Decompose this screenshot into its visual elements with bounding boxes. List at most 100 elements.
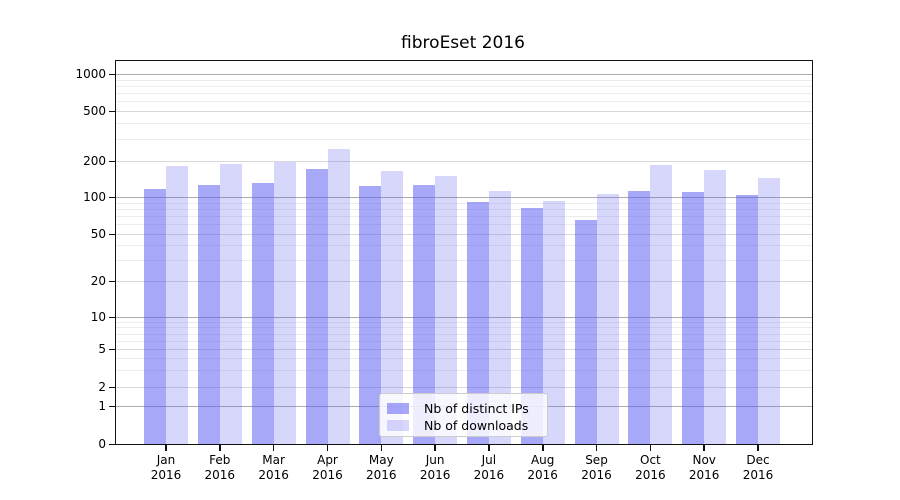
x-tick-mark-nov-2016	[703, 444, 705, 451]
gridline-9	[116, 321, 812, 323]
gridline-3	[116, 370, 812, 372]
x-tick-label-aug-2016: Aug 2016	[527, 453, 558, 482]
gridline-1000	[116, 74, 812, 75]
bar-nb-of-downloads-aug-2016	[542, 200, 565, 444]
gridline-8	[116, 327, 812, 329]
bar-nb-of-distinct-ips-mar-2016	[251, 183, 274, 444]
bar-nb-of-distinct-ips-nov-2016	[682, 191, 705, 444]
legend-swatch-distinct-ips	[387, 402, 409, 414]
y-tick-mark-500	[109, 110, 115, 112]
legend-label-downloads: Nb of downloads	[424, 417, 529, 433]
legend-item-distinct-ips: Nb of distinct IPs	[387, 400, 538, 416]
bar-nb-of-downloads-sep-2016	[596, 194, 619, 444]
y-tick-label-1000: 1000	[75, 67, 106, 81]
x-tick-mark-mar-2016	[272, 444, 275, 451]
gridline-50	[116, 234, 812, 235]
gridline-4	[116, 358, 812, 360]
bar-nb-of-distinct-ips-oct-2016	[628, 191, 651, 444]
gridline-40	[116, 245, 812, 247]
gridline-90	[116, 202, 812, 204]
legend-item-downloads: Nb of downloads	[387, 417, 538, 433]
x-tick-label-feb-2016: Feb 2016	[204, 453, 236, 482]
y-tick-label-2: 2	[98, 380, 106, 394]
y-tick-mark-200	[109, 160, 115, 162]
gridline-100	[116, 197, 812, 198]
bar-nb-of-downloads-jun-2016	[435, 175, 458, 444]
bar-nb-of-downloads-nov-2016	[704, 170, 727, 444]
x-tick-mark-apr-2016	[326, 444, 329, 451]
gridline-30	[116, 260, 812, 262]
plot-area: 0 1 2 5 10 20 50 100 200 500 1000 Jan 2016 Feb 2016…	[75, 60, 813, 482]
gridline-400	[116, 123, 812, 125]
legend-label-distinct-ips: Nb of distinct IPs	[424, 400, 529, 416]
y-tick-mark-0	[109, 443, 115, 445]
bar-nb-of-distinct-ips-sep-2016	[574, 220, 597, 444]
x-tick-mark-dec-2016	[757, 444, 759, 451]
legend: Nb of distinct IPs Nb of downloads	[379, 393, 548, 437]
gridline-700	[116, 93, 812, 94]
x-tick-label-jan-2016: Jan 2016	[150, 453, 182, 482]
legend-swatch-downloads	[387, 419, 409, 431]
bar-nb-of-downloads-may-2016	[381, 171, 404, 444]
gridline-20	[116, 281, 812, 282]
gridline-900	[116, 79, 812, 81]
x-tick-mark-aug-2016	[542, 444, 544, 451]
y-tick-label-10: 10	[90, 310, 106, 324]
gridline-70	[116, 216, 812, 217]
bar-nb-of-distinct-ips-feb-2016	[197, 184, 220, 444]
gridline-800	[116, 85, 812, 87]
x-tick-mark-oct-2016	[649, 444, 652, 451]
gridline-6	[116, 340, 812, 342]
y-tick-mark-5	[109, 348, 115, 350]
gridline-200	[116, 161, 812, 162]
gridline-10	[116, 317, 812, 318]
x-tick-label-sep-2016: Sep 2016	[581, 453, 612, 482]
gridline-80	[116, 208, 812, 210]
x-tick-label-apr-2016: Apr 2016	[312, 453, 343, 482]
bar-nb-of-downloads-jan-2016	[166, 165, 188, 444]
y-tick-mark-50	[109, 233, 115, 235]
gridline-300	[116, 138, 812, 140]
gridline-60	[116, 224, 812, 226]
x-tick-label-nov-2016: Nov 2016	[688, 453, 720, 482]
bar-nb-of-distinct-ips-jul-2016	[466, 201, 489, 444]
y-tick-label-20: 20	[90, 274, 106, 288]
gridline-2	[116, 387, 812, 388]
x-tick-label-oct-2016: Oct 2016	[635, 453, 666, 482]
y-tick-label-1: 1	[98, 399, 106, 413]
y-tick-label-5: 5	[98, 342, 106, 356]
y-tick-mark-2	[109, 386, 115, 388]
y-tick-label-100: 100	[83, 190, 106, 204]
x-tick-label-dec-2016: Dec 2016	[742, 453, 774, 482]
bar-nb-of-distinct-ips-aug-2016	[520, 208, 543, 444]
bar-nb-of-downloads-feb-2016	[219, 164, 242, 444]
gridline-600	[116, 101, 812, 103]
gridline-5	[116, 349, 812, 350]
x-tick-mark-may-2016	[380, 444, 382, 451]
bar-nb-of-distinct-ips-jun-2016	[413, 184, 436, 444]
x-tick-label-jun-2016: Jun 2016	[419, 453, 451, 482]
x-tick-mark-sep-2016	[595, 444, 598, 451]
y-tick-mark-1	[109, 405, 115, 407]
gridline-7	[116, 333, 812, 335]
bar-nb-of-downloads-apr-2016	[327, 148, 350, 444]
y-tick-mark-20	[109, 280, 115, 282]
y-tick-mark-10	[109, 316, 115, 318]
x-tick-mark-feb-2016	[219, 444, 221, 451]
y-tick-label-500: 500	[83, 104, 106, 118]
x-tick-mark-jul-2016	[488, 444, 490, 451]
bar-nb-of-downloads-mar-2016	[273, 162, 296, 444]
x-tick-mark-jan-2016	[165, 444, 167, 451]
y-tick-mark-1000	[109, 73, 115, 75]
chart-title: fibroEset 2016	[401, 33, 525, 53]
x-tick-label-jul-2016: Jul 2016	[473, 453, 505, 482]
x-tick-label-may-2016: May 2016	[366, 453, 397, 482]
bar-nb-of-downloads-oct-2016	[650, 164, 673, 444]
x-tick-mark-jun-2016	[434, 444, 436, 451]
y-tick-mark-100	[109, 196, 115, 198]
y-tick-label-0: 0	[98, 437, 106, 451]
x-tick-label-mar-2016: Mar 2016	[258, 453, 289, 482]
bar-nb-of-distinct-ips-may-2016	[359, 186, 382, 444]
bar-nb-of-distinct-ips-jan-2016	[144, 188, 166, 444]
